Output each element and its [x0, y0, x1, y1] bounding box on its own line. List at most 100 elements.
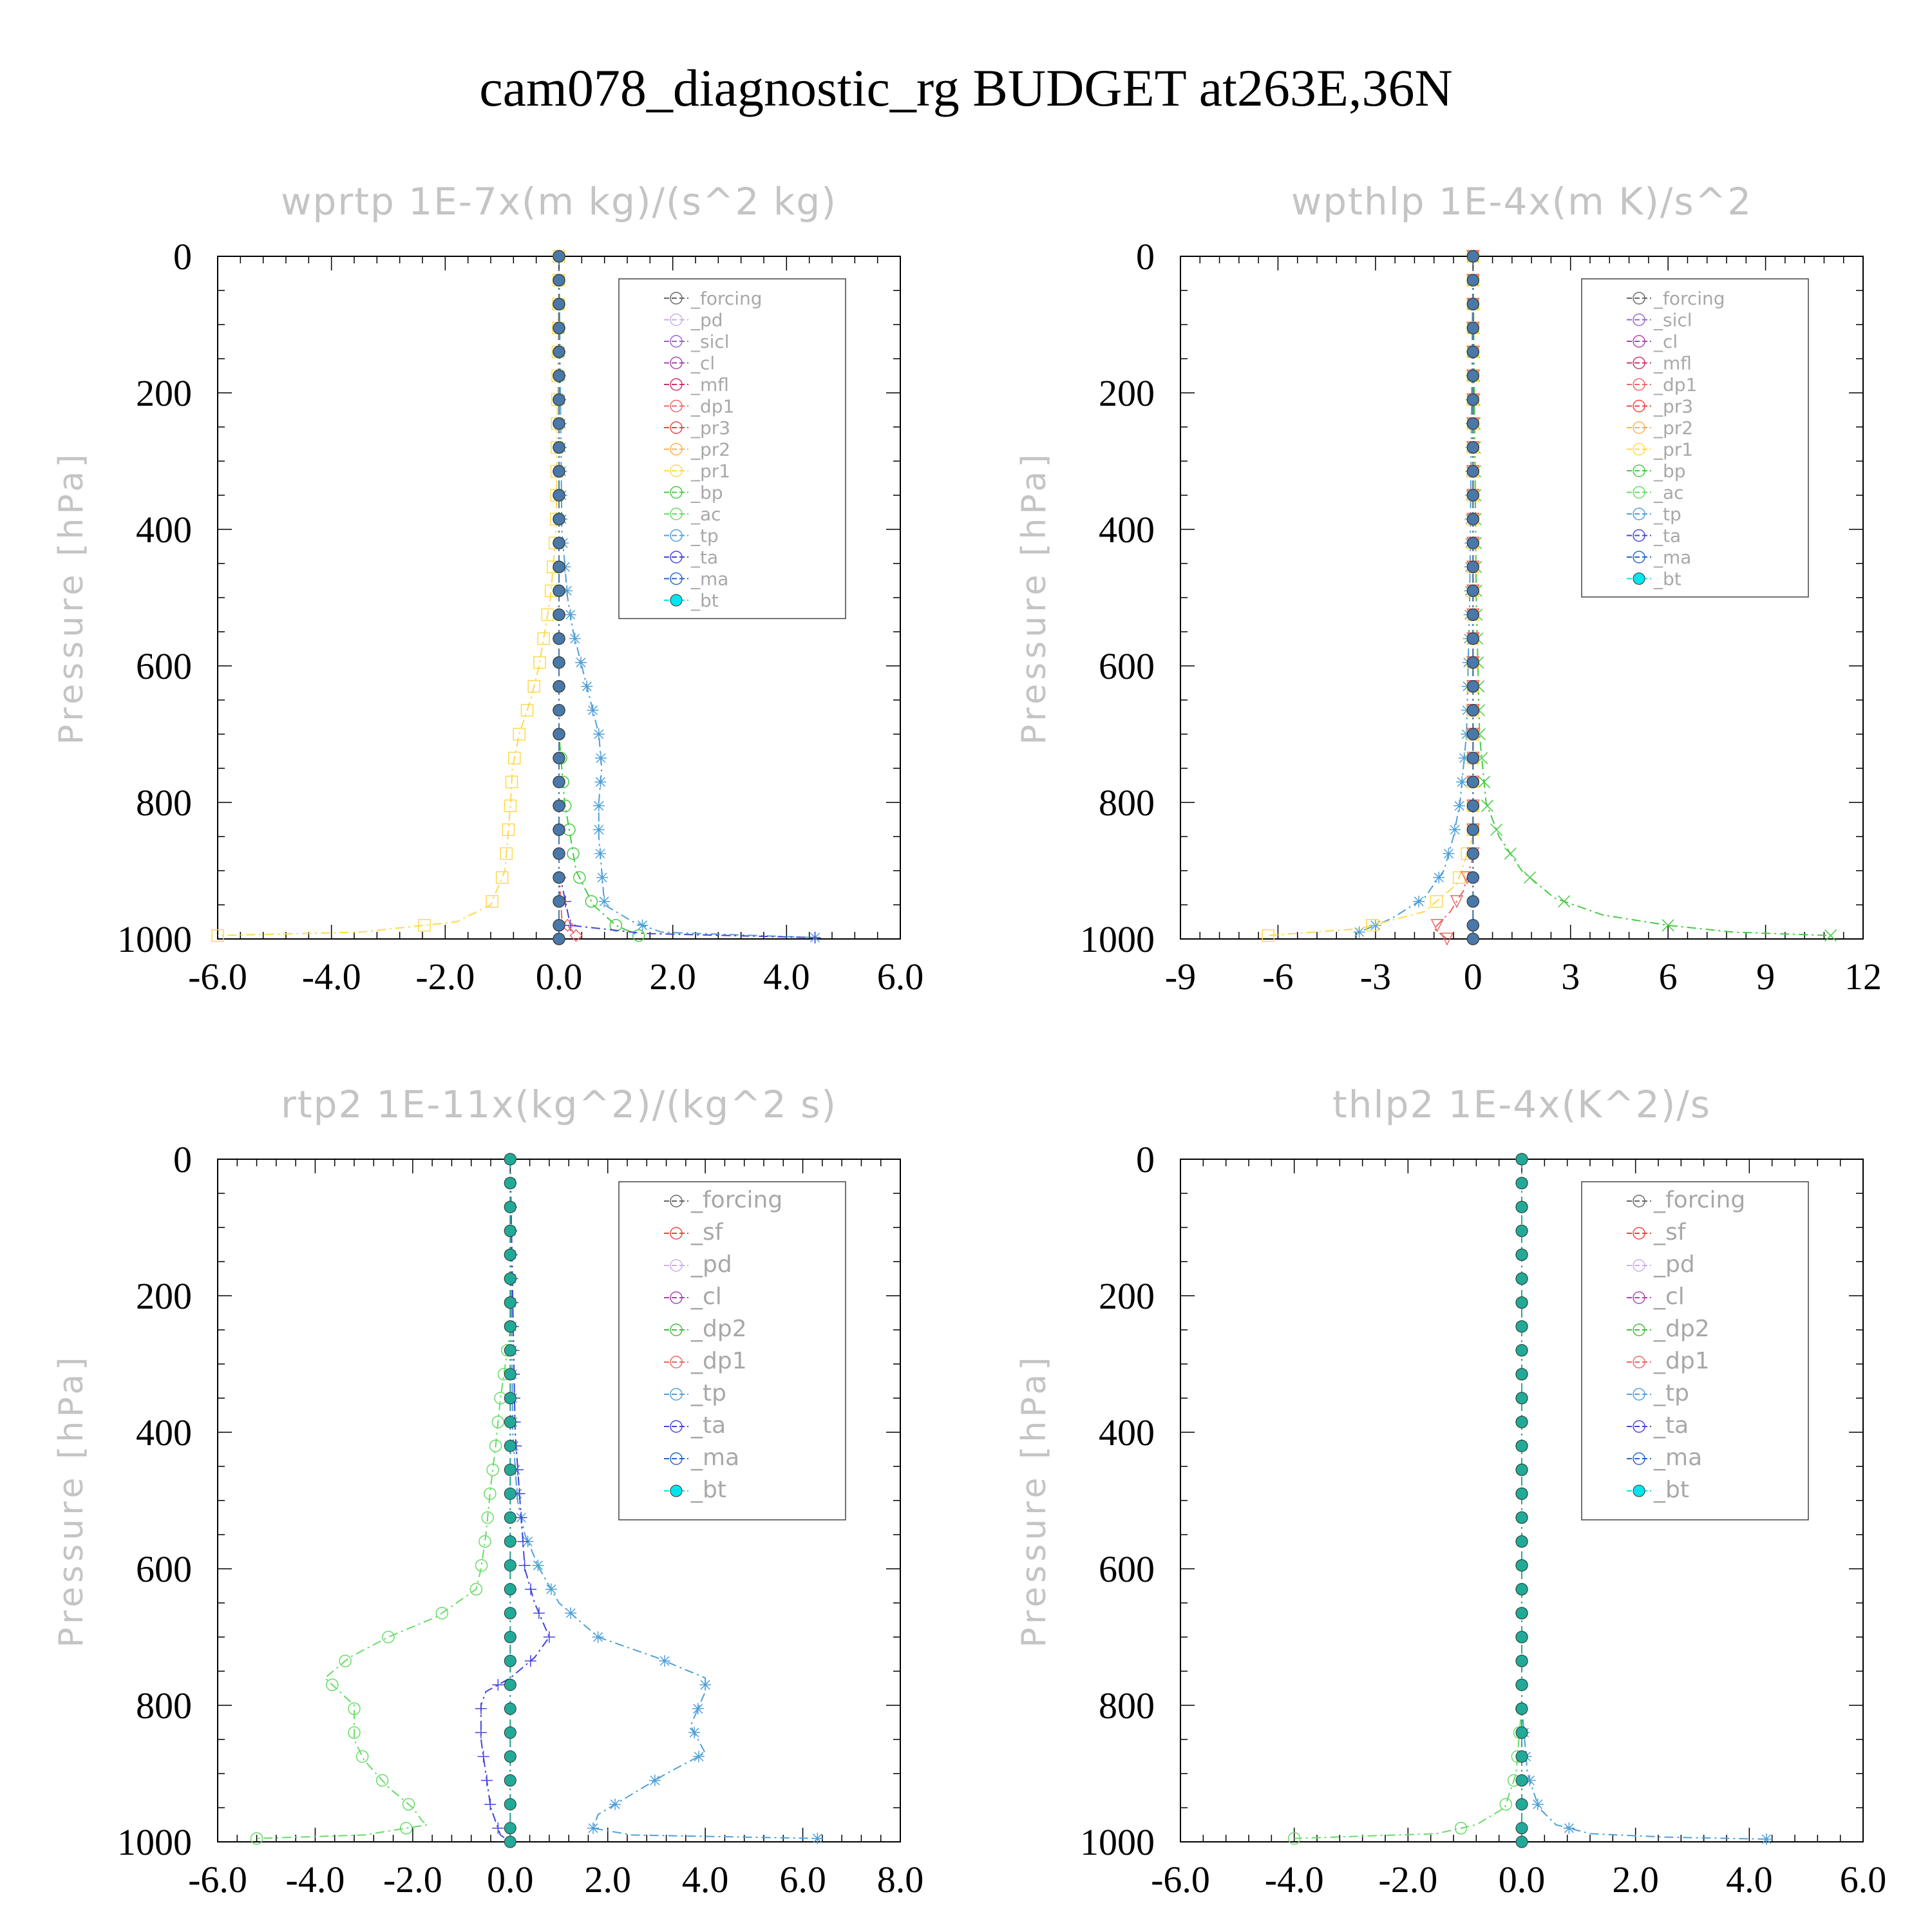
- data-point: [533, 1607, 545, 1619]
- legend-entry: _bt: [690, 590, 719, 611]
- data-point: [504, 1416, 516, 1428]
- data-point: [475, 1727, 487, 1739]
- data-point: [553, 752, 565, 764]
- x-tick-label: 3: [1561, 956, 1580, 998]
- data-point: [375, 1774, 389, 1787]
- data-point: [659, 1655, 671, 1667]
- legend-entry: _pd: [1653, 1251, 1695, 1278]
- x-tick-label: 0: [1464, 956, 1482, 998]
- legend-entry: _ta: [1653, 526, 1681, 547]
- legend-entry: _ta: [690, 547, 718, 568]
- data-point: [504, 1344, 516, 1357]
- data-point: [1515, 1822, 1528, 1835]
- data-point: [1499, 1797, 1513, 1811]
- y-tick-label: 800: [1099, 782, 1155, 824]
- data-point: [1466, 321, 1479, 334]
- legend-marker: [1633, 507, 1645, 520]
- series-line: [509, 1159, 818, 1839]
- data-point: [649, 1774, 661, 1786]
- x-tick-label: -2.0: [415, 956, 475, 998]
- data-point: [1515, 1607, 1528, 1620]
- data-point: [1515, 1224, 1528, 1237]
- data-point: [382, 1631, 395, 1643]
- data-point: [486, 1463, 499, 1477]
- data-point: [504, 1702, 516, 1715]
- legend-marker: [670, 507, 683, 520]
- y-tick-label: 800: [136, 782, 192, 824]
- x-tick-label: -4.0: [1265, 1859, 1324, 1900]
- legend-marker: [1633, 1291, 1645, 1304]
- data-point: [1515, 1583, 1528, 1596]
- legend-entry: _sf: [1653, 1219, 1687, 1245]
- data-point: [592, 728, 605, 740]
- data-point: [553, 370, 565, 382]
- series-line: [558, 256, 815, 938]
- x-tick-label: 8.0: [877, 1859, 924, 1900]
- data-point: [1477, 775, 1490, 788]
- data-point: [1456, 776, 1468, 788]
- series-line: [1294, 1159, 1522, 1839]
- y-tick-label: 200: [1099, 372, 1155, 414]
- data-point: [1466, 871, 1479, 884]
- data-point: [502, 823, 515, 837]
- data-point: [504, 1798, 516, 1811]
- data-point: [1466, 250, 1479, 263]
- legend-marker: [1633, 378, 1645, 391]
- data-point: [594, 752, 607, 764]
- legend-marker: [1633, 1484, 1645, 1497]
- data-point: [561, 585, 573, 597]
- data-point: [1515, 1344, 1528, 1357]
- data-point: [504, 1487, 516, 1500]
- data-point: [1466, 584, 1479, 597]
- data-point: [1515, 1320, 1528, 1333]
- data-point: [524, 1655, 536, 1667]
- y-tick-label: 600: [1099, 1548, 1155, 1590]
- y-tick-label: 200: [136, 1275, 192, 1317]
- data-point: [1466, 560, 1479, 573]
- legend-entry: _pr2: [690, 439, 730, 460]
- data-point: [504, 1200, 516, 1213]
- data-point: [532, 1559, 544, 1571]
- data-point: [339, 1654, 352, 1667]
- data-point: [1515, 1177, 1528, 1189]
- data-point: [553, 775, 565, 788]
- data-point: [1466, 704, 1479, 717]
- data-point: [688, 1727, 701, 1739]
- data-point: [1515, 1439, 1528, 1452]
- x-tick-label: 6.0: [779, 1859, 826, 1900]
- data-point: [504, 1320, 516, 1333]
- data-point: [504, 1392, 516, 1405]
- data-point: [553, 728, 565, 741]
- data-point: [543, 1631, 555, 1643]
- data-point: [553, 417, 565, 430]
- data-point: [533, 656, 546, 669]
- y-tick-label: 0: [1136, 1139, 1155, 1180]
- data-point: [504, 1535, 516, 1548]
- data-point: [537, 632, 550, 645]
- data-point: [809, 931, 821, 943]
- data-point: [1430, 895, 1443, 908]
- x-tick-label: -4.0: [286, 1859, 345, 1900]
- data-point: [1515, 1702, 1528, 1715]
- data-point: [587, 704, 599, 716]
- x-tick-label: -9: [1165, 956, 1196, 998]
- series-bt: [504, 1153, 516, 1848]
- data-point: [1466, 393, 1479, 406]
- data-point: [1760, 1833, 1772, 1845]
- series-line: [1521, 1159, 1766, 1840]
- data-point: [504, 1774, 516, 1787]
- data-point: [211, 929, 224, 942]
- data-point: [1466, 728, 1479, 741]
- legend-marker: [670, 1323, 683, 1336]
- data-point: [609, 1798, 621, 1810]
- y-axis-label: Pressure [hPa]: [52, 1354, 91, 1648]
- data-point: [475, 1558, 488, 1572]
- data-point: [594, 776, 607, 788]
- data-point: [1490, 823, 1503, 836]
- legend-entry: _bt: [690, 1477, 726, 1503]
- y-tick-label: 400: [136, 1412, 192, 1454]
- chart-panel-4: thlp2 1E-4x(K^2)/s Pressure [hPa] -6.0 -4.0…: [1015, 1083, 1886, 1900]
- data-point: [1262, 929, 1275, 942]
- data-point: [504, 1607, 516, 1620]
- legend-entry: _sicl: [1653, 310, 1692, 331]
